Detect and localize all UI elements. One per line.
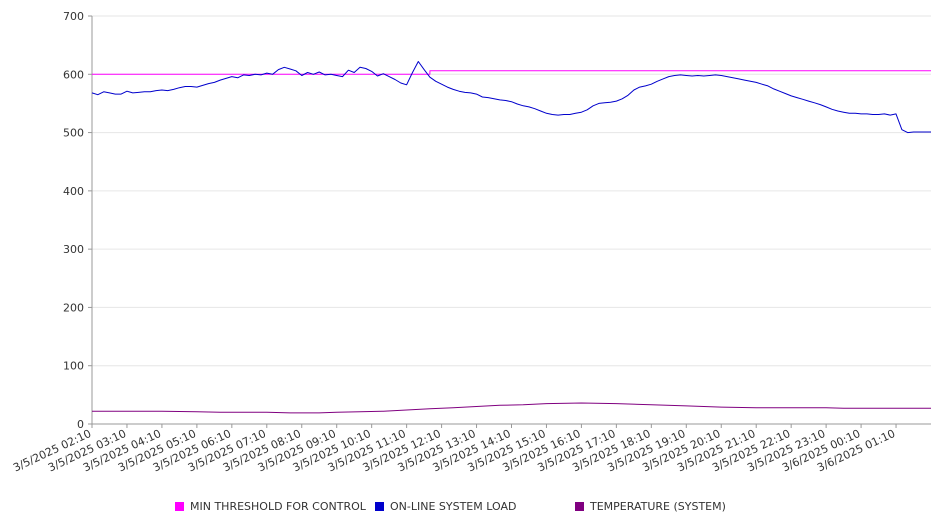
y-tick-label: 100: [63, 360, 84, 373]
y-tick-label: 700: [63, 10, 84, 23]
plot-area: [91, 61, 931, 414]
y-tick-label: 300: [63, 243, 84, 256]
legend-item-temperature: TEMPERATURE (SYSTEM): [575, 498, 726, 514]
x-axis: 3/5/2025 02:103/5/2025 03:103/5/2025 04:…: [11, 423, 931, 474]
y-axis: 0 100 200 300 400 500 600 700: [63, 10, 93, 431]
min-threshold-line: [92, 70, 931, 75]
y-tick-label: 400: [63, 185, 84, 198]
grid-lines: [92, 15, 931, 367]
legend-label: TEMPERATURE (SYSTEM): [590, 499, 726, 513]
legend-swatch: [375, 501, 384, 511]
temperature-line: [92, 402, 931, 414]
legend-swatch: [575, 501, 584, 511]
y-tick-label: 600: [63, 68, 84, 81]
system-load-line: [91, 61, 931, 134]
y-tick-label: 200: [63, 301, 84, 314]
legend-swatch: [175, 501, 184, 511]
y-tick-label: 0: [77, 418, 84, 431]
legend-item-system-load: ON-LINE SYSTEM LOAD: [375, 498, 516, 514]
legend-item-min-threshold: MIN THRESHOLD FOR CONTROL: [175, 498, 366, 514]
y-tick-label: 500: [63, 127, 84, 140]
legend-label: ON-LINE SYSTEM LOAD: [390, 499, 517, 513]
legend-label: MIN THRESHOLD FOR CONTROL: [190, 499, 366, 513]
